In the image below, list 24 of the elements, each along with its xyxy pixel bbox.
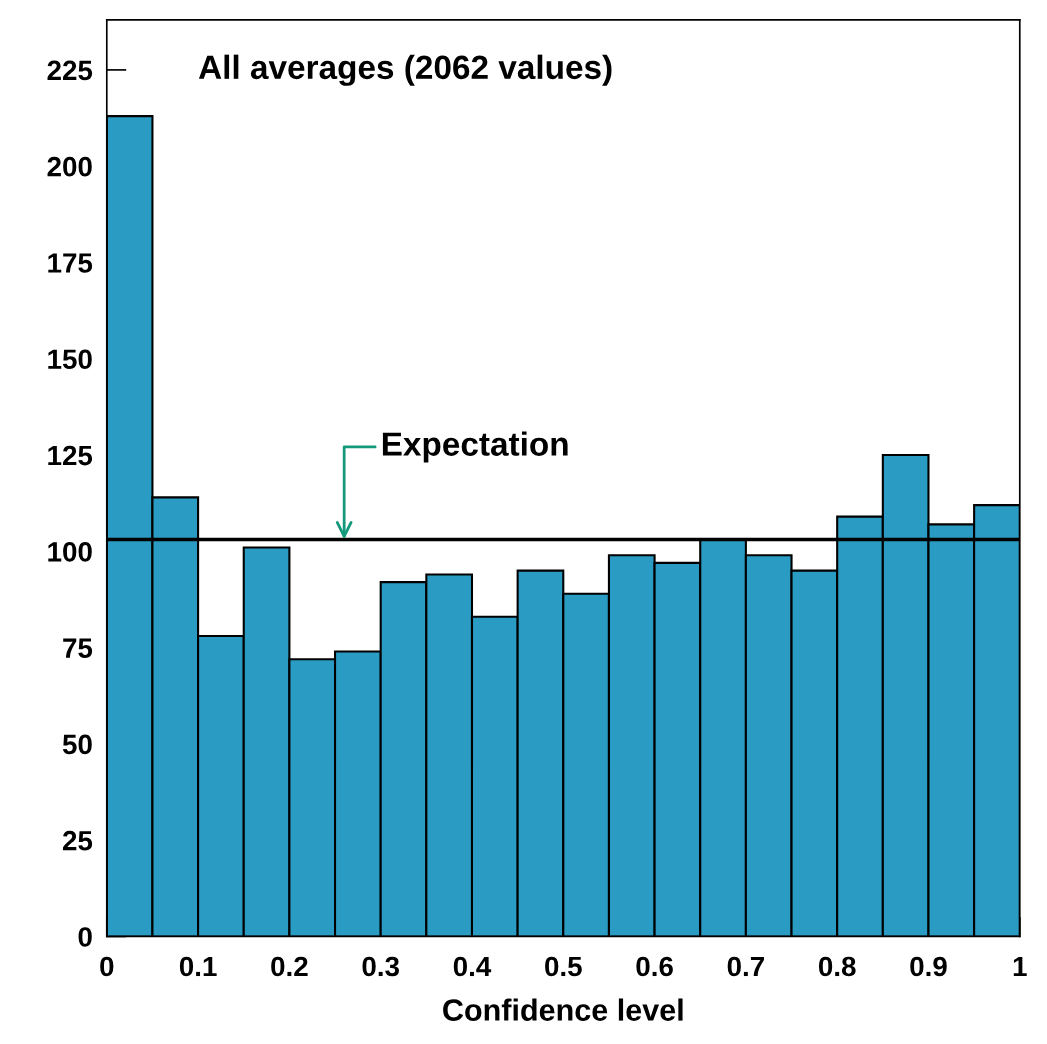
- x-tick-label: 0.7: [727, 956, 764, 977]
- x-axis-title: Confidence level: [443, 998, 683, 1021]
- y-tick-label: 75: [63, 638, 93, 658]
- x-tick-label: 0: [100, 956, 114, 977]
- annotation: Expectation: [382, 431, 568, 463]
- x-tick-label: 0.1: [179, 956, 217, 977]
- x-tick-label: 0.4: [453, 956, 492, 977]
- y-tick-label: 50: [62, 734, 92, 755]
- x-tick-label: 0.2: [271, 956, 308, 977]
- x-tick-label: 0.9: [910, 956, 947, 977]
- y-tick-label: 100: [48, 542, 92, 562]
- y-tick-label: 0: [78, 927, 92, 947]
- y-tick-label: 200: [47, 156, 92, 177]
- x-tick-label: 0.6: [636, 956, 673, 977]
- y-tick-label: 150: [48, 349, 92, 370]
- y-tick-label: 175: [48, 253, 93, 273]
- y-tick-label: 125: [48, 445, 93, 466]
- y-tick-label: 225: [47, 60, 93, 81]
- x-tick-label: 1: [1013, 956, 1027, 977]
- x-tick-label: 0.3: [362, 956, 399, 977]
- x-tick-label: 0.8: [818, 956, 856, 977]
- text: All averages (2062 values): [198, 54, 612, 86]
- x-tick-label: 0.5: [545, 956, 582, 977]
- y-tick-label: 25: [62, 830, 93, 851]
